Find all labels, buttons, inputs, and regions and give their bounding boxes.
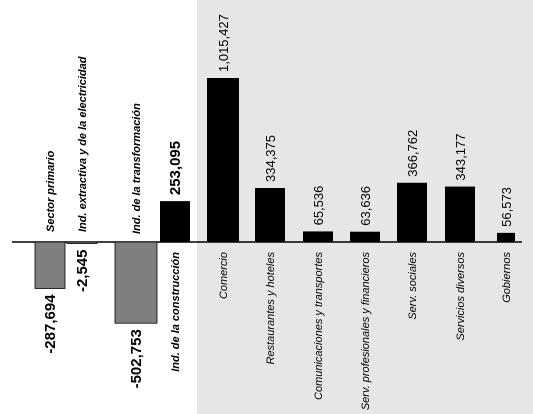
value-label-0: -287,694 (42, 294, 59, 354)
bar-5 (255, 187, 285, 242)
value-label-4: 1,015,427 (216, 14, 231, 72)
value-label-10: 56,573 (499, 187, 514, 227)
category-label-5: Restaurantes y hoteles (265, 252, 277, 365)
category-label-8: Serv. sociales (407, 252, 419, 320)
bar-4 (207, 78, 239, 242)
value-label-8: 366,762 (405, 130, 420, 177)
bar-2 (114, 241, 158, 324)
bar-0 (34, 241, 66, 289)
category-label-7: Serv. profesionales y financieros (360, 252, 372, 411)
bar-1 (66, 241, 98, 244)
category-label-0: Sector primario (45, 150, 57, 232)
bar-9 (445, 186, 475, 242)
bar-3 (160, 201, 190, 242)
bar-8 (397, 182, 427, 242)
value-label-5: 334,375 (263, 135, 278, 182)
value-label-1: -2,545 (74, 250, 91, 293)
category-label-4: Comercio (218, 252, 230, 299)
services-background (197, 0, 533, 414)
category-label-2: Ind. de la transformación (131, 103, 143, 234)
category-label-1: Ind. extractiva y de la electricidad (77, 56, 89, 232)
bar-6 (303, 231, 333, 242)
value-label-6: 65,536 (311, 186, 326, 226)
category-label-9: Servicios diversos (455, 252, 467, 341)
category-label-6: Comunicaciones y transportes (313, 252, 325, 400)
category-label-3: Ind. de la construcción (170, 252, 182, 372)
bar-7 (350, 231, 380, 242)
value-label-3: 253,095 (167, 141, 184, 195)
value-label-2: -502,753 (128, 329, 145, 388)
category-label-10: Gobiernos (501, 252, 513, 303)
bar-10 (497, 232, 515, 242)
value-label-9: 343,177 (453, 134, 468, 181)
value-label-7: 63,636 (358, 186, 373, 226)
